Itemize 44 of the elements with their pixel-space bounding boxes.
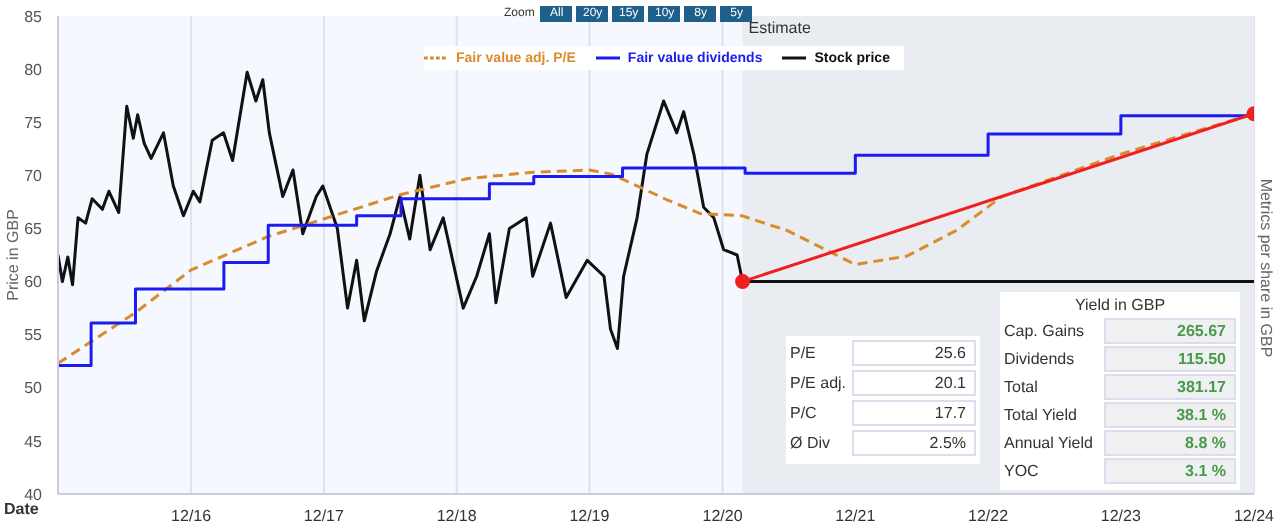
y-tick-label: 60	[24, 273, 44, 292]
table-cell: 381.17	[1104, 374, 1236, 400]
table-cell: 17.7	[852, 400, 976, 426]
table-cell: 8.8 %	[1104, 430, 1236, 456]
annotation: P/E adj.	[790, 374, 847, 392]
table-cell: 38.1 %	[1104, 402, 1236, 428]
table-cell: 265.67	[1104, 318, 1236, 344]
y-axis-title: Price in GBP	[3, 209, 22, 301]
annotation: Yield in GBP	[1072, 296, 1168, 314]
annotation: Cap. Gains	[1004, 322, 1085, 340]
annotation: YOC	[1004, 462, 1039, 480]
y-tick-label: 80	[24, 60, 44, 79]
x-tick-label: 12/20	[702, 507, 744, 522]
x-tick-label: 12/21	[835, 507, 877, 522]
x-tick-label: 12/17	[303, 507, 346, 522]
x-tick-label: 12/24	[1233, 507, 1276, 522]
x-tick-label: 12/23	[1100, 507, 1142, 522]
y-tick-label: 50	[24, 379, 44, 398]
table-cell: 3.1 %	[1104, 458, 1236, 484]
y-tick-label: 40	[24, 485, 44, 504]
table-cell: 25.6	[852, 340, 976, 366]
y-tick-label: 55	[24, 326, 44, 345]
annotation: Total	[1004, 378, 1038, 396]
y-tick-label: 85	[24, 7, 44, 26]
y-tick-label: 70	[24, 167, 44, 186]
annotation: P/E	[790, 344, 816, 362]
annotation: Ø Div	[790, 434, 830, 452]
x-tick-label: 12/18	[436, 507, 478, 522]
x-tick-label: 12/16	[171, 507, 213, 522]
y-tick-label: 65	[24, 220, 44, 239]
table-cell: 115.50	[1104, 346, 1236, 372]
y-tick-label: 75	[24, 113, 44, 132]
y2-axis-title: Metrics per share in GBP	[1257, 178, 1275, 358]
annotation: Dividends	[1004, 350, 1075, 368]
band-label: Estimate	[748, 19, 812, 38]
annotation: P/C	[790, 404, 817, 422]
annotation: Total Yield	[1004, 406, 1077, 424]
annotation: Annual Yield	[1004, 434, 1093, 452]
y-tick-label: 45	[24, 432, 44, 451]
x-tick-label: 12/22	[968, 507, 1010, 522]
x-axis-title: Date	[4, 500, 39, 518]
table-cell: 2.5%	[852, 430, 976, 456]
x-tick-label: 12/19	[569, 507, 611, 522]
table-cell: 20.1	[852, 370, 976, 396]
